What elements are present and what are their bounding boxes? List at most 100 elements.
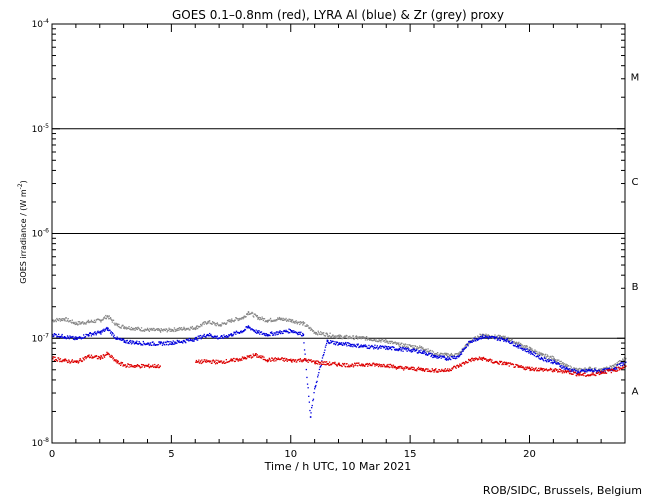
data-point	[313, 332, 315, 334]
data-point	[623, 363, 625, 365]
data-point	[611, 368, 614, 371]
data-point	[441, 353, 444, 355]
data-point	[157, 329, 159, 331]
data-point	[577, 371, 579, 374]
data-point	[413, 348, 415, 351]
data-point	[183, 340, 185, 343]
data-point	[146, 328, 148, 331]
data-point	[371, 344, 373, 347]
data-point	[595, 369, 597, 372]
data-point	[386, 340, 388, 343]
data-point	[493, 337, 496, 339]
data-point	[465, 346, 467, 348]
data-point	[193, 328, 195, 330]
data-point	[309, 359, 312, 362]
data-point	[530, 347, 532, 349]
data-point	[252, 356, 254, 358]
data-point	[84, 356, 87, 358]
data-point	[308, 358, 310, 361]
data-point	[436, 353, 438, 355]
data-point	[111, 356, 113, 358]
data-point	[592, 374, 594, 376]
data-point	[403, 343, 405, 345]
data-point	[484, 335, 486, 337]
data-point	[519, 365, 521, 367]
data-point	[405, 349, 407, 351]
data-point	[111, 355, 113, 357]
data-point	[78, 361, 80, 363]
data-point	[252, 329, 254, 331]
data-point	[84, 336, 87, 338]
data-point	[101, 331, 103, 333]
data-point	[351, 365, 353, 367]
data-point	[445, 352, 447, 354]
data-point	[407, 347, 409, 349]
data-point	[391, 349, 393, 351]
data-point	[305, 358, 307, 360]
data-point	[501, 337, 503, 339]
data-point	[479, 337, 481, 340]
data-point	[398, 367, 400, 369]
data-point	[548, 360, 550, 362]
data-point	[620, 361, 622, 363]
data-point	[560, 360, 562, 362]
data-point	[113, 360, 115, 362]
data-point	[480, 358, 482, 361]
data-point	[522, 367, 525, 369]
data-point	[422, 370, 424, 372]
data-point	[549, 355, 552, 358]
data-point	[536, 370, 538, 372]
data-point	[61, 335, 63, 337]
data-point	[258, 355, 260, 357]
data-point	[264, 320, 266, 323]
data-point	[175, 341, 177, 343]
data-point	[585, 370, 587, 372]
data-point	[268, 359, 270, 361]
data-point	[149, 343, 151, 345]
data-point	[615, 370, 617, 372]
data-point	[520, 366, 522, 368]
data-point	[337, 363, 339, 366]
data-point	[606, 366, 608, 369]
data-point	[102, 354, 104, 356]
data-point	[577, 370, 579, 372]
data-point	[558, 359, 560, 361]
data-point	[87, 321, 90, 323]
data-point	[99, 319, 102, 322]
data-point	[602, 370, 605, 372]
data-point	[82, 357, 84, 359]
data-point	[302, 334, 304, 337]
data-point	[623, 366, 625, 368]
data-point	[283, 358, 285, 360]
data-point	[407, 349, 409, 351]
data-point	[98, 332, 100, 334]
data-point	[163, 328, 165, 330]
data-point	[610, 369, 612, 371]
data-point	[55, 358, 57, 361]
data-point	[374, 364, 377, 366]
data-point	[159, 341, 161, 343]
data-point	[423, 369, 425, 371]
data-point	[285, 317, 287, 320]
data-point	[477, 338, 479, 341]
data-point	[148, 330, 150, 332]
data-point	[474, 336, 476, 338]
data-point	[244, 315, 246, 317]
data-point	[259, 319, 261, 321]
data-point	[152, 344, 155, 346]
data-point	[334, 361, 336, 363]
data-point	[121, 362, 124, 364]
data-point	[105, 314, 107, 317]
data-point	[570, 368, 572, 370]
data-point	[130, 366, 132, 368]
data-point	[435, 355, 438, 357]
data-point	[57, 336, 59, 338]
data-point	[348, 344, 350, 347]
data-point	[242, 318, 244, 320]
data-point	[188, 337, 190, 340]
data-point	[592, 372, 595, 374]
data-point	[380, 364, 383, 366]
data-point	[110, 354, 112, 357]
data-point	[250, 354, 252, 357]
data-point	[52, 333, 54, 336]
